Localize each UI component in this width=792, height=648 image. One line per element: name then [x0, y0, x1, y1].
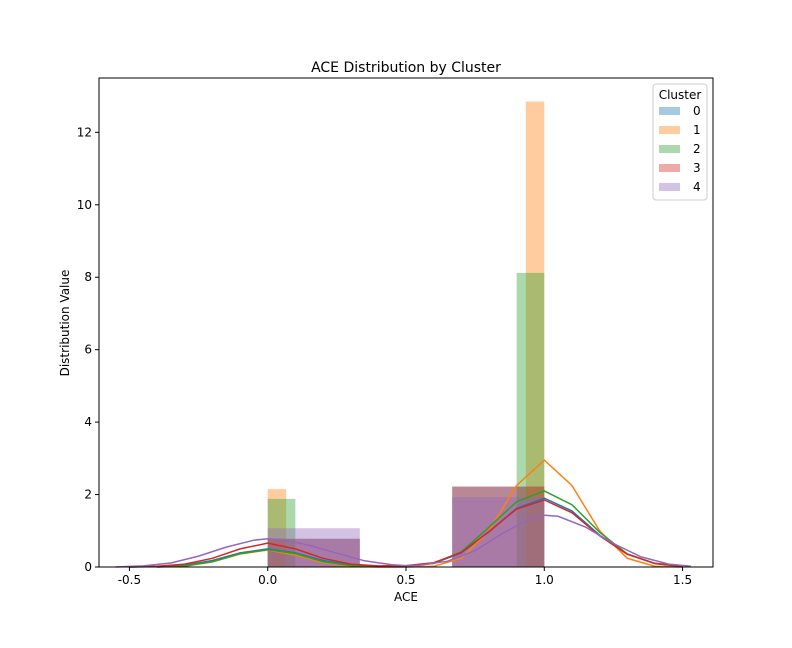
legend-swatch-cluster-1	[659, 126, 680, 134]
legend-label-cluster-3: 3	[693, 161, 701, 175]
legend-swatch-cluster-4	[659, 183, 680, 191]
y-tick-label: 0	[84, 560, 92, 574]
x-tick-label: 1.5	[673, 573, 692, 587]
legend-box	[652, 83, 708, 201]
y-axis-label: Distribution Value	[58, 270, 72, 377]
legend-items: 0 1 2 3 4	[659, 104, 701, 194]
histogram-bar-cluster-4-0	[267, 528, 360, 567]
histogram-bar-cluster-1-1	[525, 101, 545, 568]
y-tick-label: 4	[84, 415, 92, 429]
kde-lines	[115, 459, 691, 568]
y-tick-label: 8	[84, 270, 92, 284]
legend-swatch-cluster-3	[659, 164, 680, 172]
legend-label-cluster-2: 2	[693, 142, 701, 156]
histogram-bar-cluster-2-0	[267, 498, 296, 567]
x-axis-ticks: -0.5 0.0 0.5 1.0 1.5	[118, 567, 692, 587]
legend-swatch-cluster-0	[659, 107, 680, 115]
x-tick-label: 1.0	[535, 573, 554, 587]
x-tick-label: -0.5	[118, 573, 141, 587]
legend: Cluster 0 1 2 3 4	[652, 83, 708, 201]
y-tick-label: 6	[84, 343, 92, 357]
legend-label-cluster-0: 0	[693, 104, 701, 118]
histogram-bar-cluster-4-1	[452, 497, 545, 567]
x-axis-label: ACE	[394, 590, 418, 604]
legend-title: Cluster	[659, 88, 702, 102]
x-tick-label: 0.5	[396, 573, 415, 587]
histogram-bar-cluster-1-0	[267, 489, 287, 567]
chart-title: ACE Distribution by Cluster	[311, 60, 501, 76]
legend-swatch-cluster-2	[659, 145, 680, 153]
y-axis-ticks: 0 2 4 6 8 10 12	[77, 125, 99, 574]
kde-line-cluster-4	[115, 514, 691, 568]
histogram-bars	[267, 101, 545, 568]
y-tick-label: 10	[77, 198, 92, 212]
y-tick-label: 2	[84, 488, 92, 502]
y-tick-label: 12	[77, 125, 92, 139]
legend-label-cluster-1: 1	[693, 123, 701, 137]
legend-label-cluster-4: 4	[693, 180, 701, 194]
x-tick-label: 0.0	[258, 573, 277, 587]
